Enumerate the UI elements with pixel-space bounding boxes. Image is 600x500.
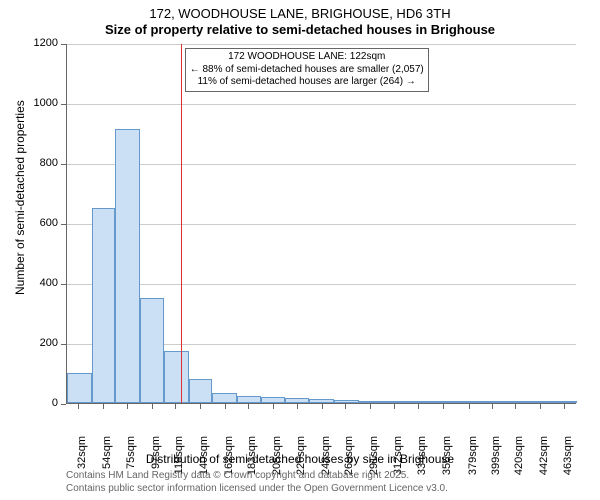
- chart-title-line2: Size of property relative to semi-detach…: [0, 22, 600, 37]
- x-tick: [322, 404, 323, 409]
- y-tick-label: 800: [0, 157, 58, 169]
- histogram-bar: [164, 351, 189, 404]
- histogram-bar: [285, 398, 309, 403]
- y-tick-label: 200: [0, 337, 58, 349]
- histogram-bar: [334, 400, 359, 403]
- histogram-bar: [382, 401, 407, 403]
- y-tick-label: 400: [0, 277, 58, 289]
- gridline: [67, 224, 576, 225]
- histogram-bar: [505, 401, 529, 403]
- x-tick: [469, 404, 470, 409]
- x-tick: [492, 404, 493, 409]
- histogram-bar: [359, 401, 383, 403]
- annotation-line3: 11% of semi-detached houses are larger (…: [190, 76, 424, 89]
- annotation-box: 172 WOODHOUSE LANE: 122sqm← 88% of semi-…: [185, 48, 429, 92]
- x-tick: [370, 404, 371, 409]
- annotation-line1: 172 WOODHOUSE LANE: 122sqm: [190, 51, 424, 64]
- histogram-bar: [67, 373, 92, 403]
- gridline: [67, 164, 576, 165]
- x-tick: [345, 404, 346, 409]
- x-tick: [394, 404, 395, 409]
- x-tick: [273, 404, 274, 409]
- histogram-bar: [431, 401, 456, 403]
- x-tick: [540, 404, 541, 409]
- chart-container: 172, WOODHOUSE LANE, BRIGHOUSE, HD6 3TH …: [0, 0, 600, 500]
- histogram-bar: [212, 393, 237, 404]
- gridline: [67, 284, 576, 285]
- y-tick: [61, 404, 66, 405]
- histogram-bar: [261, 397, 286, 403]
- x-axis-label: Distribution of semi-detached houses by …: [0, 452, 600, 466]
- x-tick: [564, 404, 565, 409]
- gridline: [67, 104, 576, 105]
- x-tick: [225, 404, 226, 409]
- histogram-bar: [529, 401, 554, 403]
- histogram-bar: [115, 129, 140, 404]
- histogram-bar: [455, 401, 480, 403]
- histogram-bar: [189, 379, 213, 403]
- histogram-bar: [407, 401, 431, 403]
- x-tick: [78, 404, 79, 409]
- histogram-bar: [237, 396, 261, 404]
- footer-line2: Contains public sector information licen…: [66, 483, 448, 494]
- histogram-bar: [92, 208, 116, 403]
- y-tick-label: 1200: [0, 37, 58, 49]
- x-tick: [297, 404, 298, 409]
- x-tick: [127, 404, 128, 409]
- annotation-line2: ← 88% of semi-detached houses are smalle…: [190, 64, 424, 77]
- plot-area: 172 WOODHOUSE LANE: 122sqm← 88% of semi-…: [66, 44, 576, 404]
- x-tick: [152, 404, 153, 409]
- histogram-bar: [140, 298, 164, 403]
- x-tick: [515, 404, 516, 409]
- footer-line1: Contains HM Land Registry data © Crown c…: [66, 470, 409, 481]
- x-tick: [443, 404, 444, 409]
- y-tick-label: 600: [0, 217, 58, 229]
- gridline: [67, 44, 576, 45]
- histogram-bar: [480, 401, 505, 403]
- highlight-line: [181, 44, 182, 403]
- y-tick-label: 1000: [0, 97, 58, 109]
- x-tick: [418, 404, 419, 409]
- histogram-bar: [309, 399, 334, 403]
- x-tick: [200, 404, 201, 409]
- x-tick: [175, 404, 176, 409]
- chart-title-line1: 172, WOODHOUSE LANE, BRIGHOUSE, HD6 3TH: [0, 6, 600, 21]
- histogram-bar: [553, 401, 577, 403]
- x-tick: [103, 404, 104, 409]
- x-tick: [248, 404, 249, 409]
- y-tick-label: 0: [0, 397, 58, 409]
